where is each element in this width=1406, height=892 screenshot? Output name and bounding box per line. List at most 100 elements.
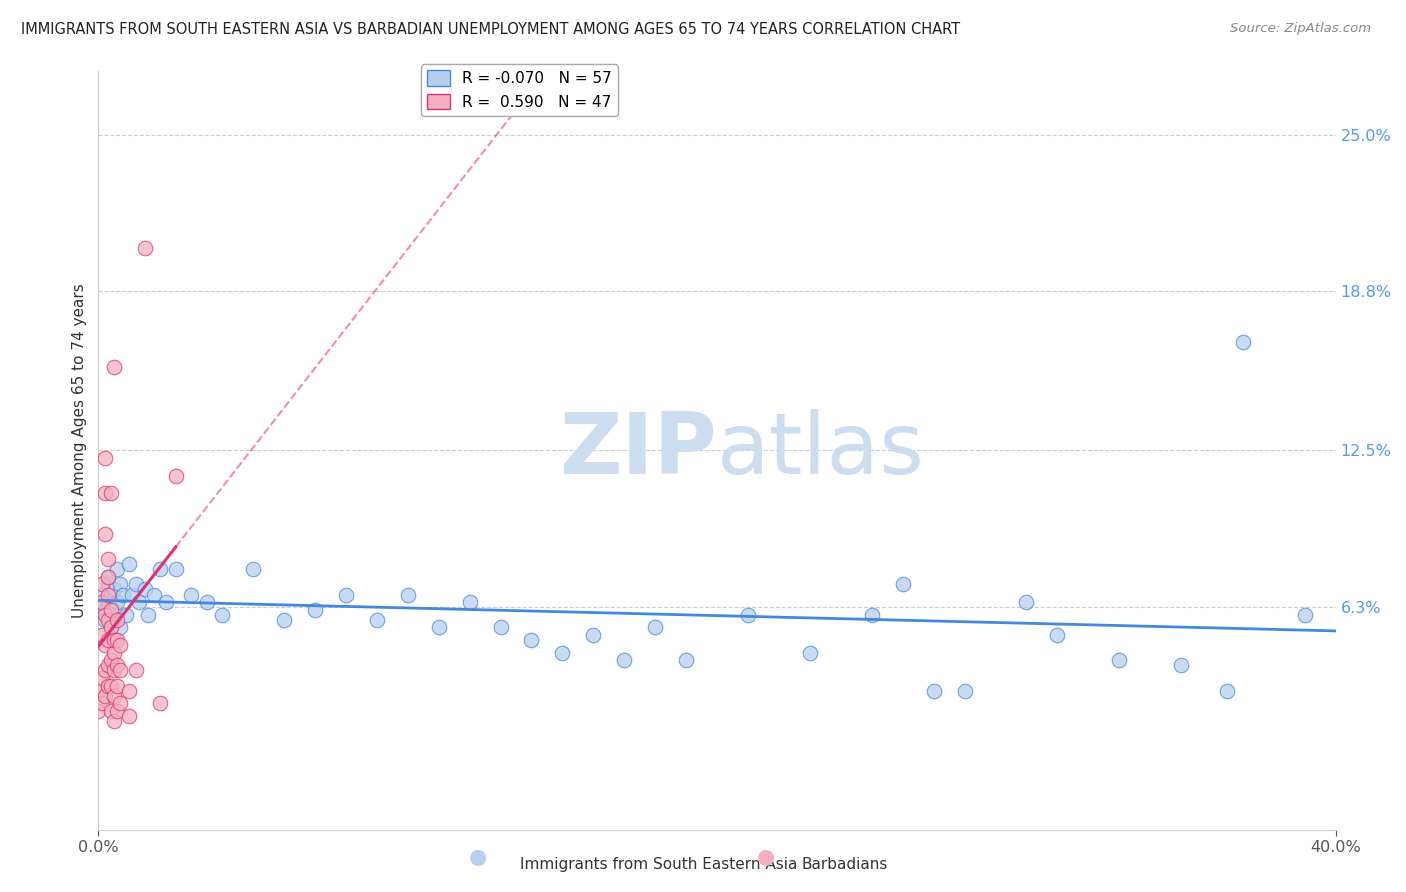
Point [149,562,172,576]
Point [103,633,125,648]
Point [97,613,120,627]
Point [97,570,120,584]
Point [93,486,115,500]
Point [211,607,233,622]
Point [97,577,120,591]
Point [115,607,138,622]
Point [100,704,122,718]
Point [427,620,450,634]
Point [242,562,264,576]
Text: IMMIGRANTS FROM SOUTH EASTERN ASIA VS BARBADIAN UNEMPLOYMENT AMONG AGES 65 TO 74: IMMIGRANTS FROM SOUTH EASTERN ASIA VS BA… [21,22,960,37]
Point [675,653,697,667]
Point [155,595,177,609]
Text: ●: ● [470,847,486,867]
Point [93,607,115,622]
Point [366,613,388,627]
Point [124,664,146,678]
Point [149,696,172,710]
Point [93,451,115,466]
Point [97,570,120,584]
Point [90,696,112,710]
Point [90,595,112,609]
Point [737,607,759,622]
Point [953,683,976,698]
Point [103,603,125,617]
Point [489,620,512,634]
Point [93,664,115,678]
Point [108,620,131,634]
Point [108,577,131,591]
Point [105,613,128,627]
Point [87,683,110,698]
Point [97,633,120,648]
Text: Barbadians: Barbadians [801,857,887,872]
Point [1108,653,1130,667]
Point [134,241,156,255]
Point [165,562,187,576]
Point [124,577,146,591]
Point [128,595,150,609]
Point [97,588,120,602]
Point [118,708,141,723]
Point [112,588,135,602]
Point [90,588,112,602]
Point [1170,658,1192,673]
Point [100,603,122,617]
Point [195,595,218,609]
Y-axis label: Unemployment Among Ages 65 to 74 years: Unemployment Among Ages 65 to 74 years [72,283,87,618]
Point [165,468,187,483]
Text: Source: ZipAtlas.com: Source: ZipAtlas.com [1230,22,1371,36]
Point [90,577,112,591]
Point [136,607,159,622]
Point [105,562,128,576]
Point [121,588,143,602]
Point [105,595,128,609]
Point [103,714,125,728]
Point [97,658,120,673]
Text: atlas: atlas [717,409,925,492]
Point [1294,607,1316,622]
Point [103,689,125,703]
Point [1046,628,1069,642]
Point [100,486,122,500]
Point [891,577,914,591]
Point [93,603,115,617]
Point [108,664,131,678]
Point [118,557,141,572]
Point [105,679,128,693]
Point [93,638,115,652]
Point [100,653,122,667]
Point [97,552,120,566]
Text: ●: ● [758,847,775,867]
Point [90,628,112,642]
Point [90,671,112,685]
Point [100,607,122,622]
Point [103,646,125,660]
Point [93,613,115,627]
Point [1216,683,1239,698]
Point [180,588,202,602]
Text: Immigrants from South Eastern Asia: Immigrants from South Eastern Asia [520,857,797,872]
Point [1232,334,1254,349]
Point [458,595,481,609]
Point [799,646,821,660]
Point [103,664,125,678]
Point [87,704,110,718]
Point [100,620,122,634]
Point [1015,595,1038,609]
Point [143,588,166,602]
Point [520,633,543,648]
Point [100,588,122,602]
Point [93,689,115,703]
Point [105,633,128,648]
Point [105,658,128,673]
Point [134,582,156,597]
Point [103,359,125,375]
Point [551,646,574,660]
Point [97,595,120,609]
Point [97,679,120,693]
Point [860,607,883,622]
Point [93,526,115,541]
Point [273,613,295,627]
Point [335,588,357,602]
